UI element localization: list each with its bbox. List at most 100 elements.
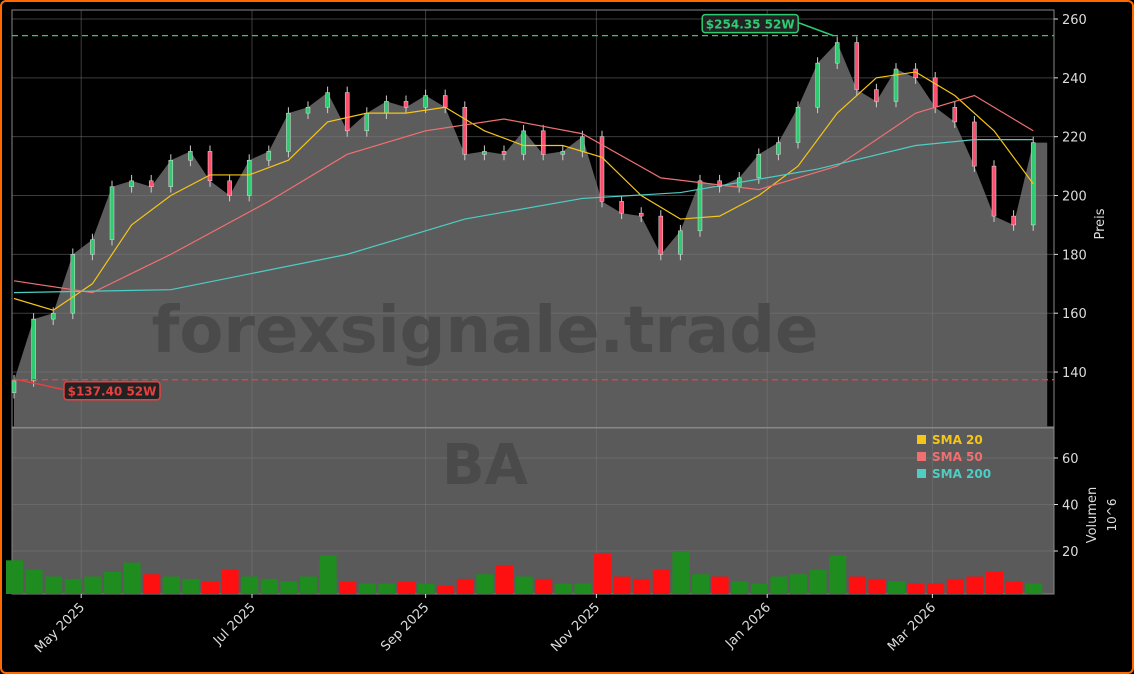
x-tick-label: Jul 2025: [210, 600, 259, 649]
volume-bar: [378, 583, 396, 594]
x-tick-label: Mar 2026: [885, 600, 939, 654]
candle: [638, 212, 644, 217]
volume-bar: [456, 578, 474, 594]
candle: [442, 95, 448, 108]
volume-bar: [731, 581, 749, 594]
volume-bar: [966, 576, 984, 594]
candle: [619, 201, 624, 214]
candle: [462, 107, 468, 155]
candle: [70, 254, 76, 314]
volume-bar: [554, 583, 572, 594]
volume-bar: [1025, 583, 1043, 594]
candle: [266, 151, 272, 161]
legend-label: SMA 50: [932, 450, 983, 464]
candle: [90, 239, 95, 255]
candle: [521, 130, 526, 155]
volume-bar: [300, 576, 317, 594]
volume-bar: [633, 578, 651, 594]
x-tick-label: Sep 2025: [378, 600, 432, 654]
candle: [560, 151, 566, 155]
candle: [364, 112, 370, 132]
x-tick-label: Jan 2026: [722, 600, 774, 652]
volume-bar: [339, 581, 357, 594]
candle: [423, 95, 428, 108]
volume-tick-label: 40: [1062, 499, 1079, 514]
candle: [246, 159, 252, 196]
candle: [952, 107, 958, 123]
volume-bar: [84, 576, 102, 594]
candle: [344, 92, 350, 132]
annotation-label: $254.35 52W: [706, 18, 795, 32]
y-tick-label: 220: [1062, 131, 1087, 146]
volume-axis-label: Volumen: [1085, 487, 1100, 544]
candle: [599, 136, 605, 202]
candle: [129, 180, 134, 187]
volume-bar: [221, 569, 239, 594]
candle: [678, 230, 683, 255]
candle: [325, 92, 330, 108]
volume-bar: [515, 576, 533, 594]
volume-panel: 20 40 60: [6, 427, 1079, 598]
candle: [109, 186, 115, 240]
candle: [11, 380, 17, 393]
y-tick-label: 260: [1062, 13, 1087, 28]
candle: [188, 151, 193, 161]
volume-bar: [868, 578, 886, 594]
candle: [972, 121, 977, 167]
volume-bar: [574, 583, 592, 594]
volume-bar: [398, 581, 415, 594]
volume-bar: [809, 569, 827, 594]
candle: [305, 107, 311, 114]
volume-bar: [358, 583, 376, 594]
volume-bar: [927, 583, 945, 594]
price-panel: 140 160 180 200 220 240 260: [11, 9, 1087, 428]
x-tick-label: Nov 2025: [548, 600, 603, 655]
volume-bar: [25, 569, 43, 594]
legend-swatch: [917, 435, 926, 444]
sma-line-sma200: [13, 139, 1034, 294]
candle: [168, 159, 174, 187]
volume-bar: [476, 574, 494, 594]
volume-bar: [143, 574, 161, 594]
candle: [148, 180, 154, 187]
volume-tick-label: 60: [1062, 452, 1079, 467]
price-axis-label: Preis: [1093, 208, 1108, 239]
x-tick-label: May 2025: [32, 600, 88, 656]
volume-bar: [790, 574, 807, 594]
volume-bar: [1005, 581, 1023, 594]
volume-bar: [888, 581, 905, 594]
volume-panel-bg: [11, 427, 1055, 595]
annotation-box: [701, 13, 799, 34]
ticker-watermark: BA: [442, 433, 529, 498]
volume-bar: [437, 585, 455, 594]
volume-bar: [986, 571, 1003, 594]
legend-swatch: [917, 452, 926, 461]
volume-bar: [692, 574, 709, 594]
candle: [834, 42, 840, 64]
candle: [207, 151, 213, 182]
candle: [795, 107, 801, 143]
candle: [697, 180, 703, 232]
volume-bar: [652, 569, 670, 594]
y-tick-label: 180: [1062, 248, 1087, 263]
y-tick-label: 240: [1062, 72, 1087, 87]
volume-bar: [182, 578, 200, 594]
volume-bar: [280, 581, 298, 594]
candle: [501, 151, 507, 155]
candle: [580, 136, 585, 152]
volume-bar: [594, 553, 611, 594]
y-tick-label: 140: [1062, 366, 1087, 381]
volume-bar: [417, 583, 435, 594]
candle: [482, 151, 487, 155]
volume-bar: [496, 564, 513, 594]
candle: [658, 215, 664, 255]
volume-bar: [829, 555, 847, 594]
candle: [893, 68, 899, 102]
candle: [540, 130, 546, 155]
volume-bar: [672, 551, 690, 594]
volume-bar: [64, 578, 82, 594]
price-area: [14, 42, 1048, 427]
volume-bar: [535, 578, 553, 594]
